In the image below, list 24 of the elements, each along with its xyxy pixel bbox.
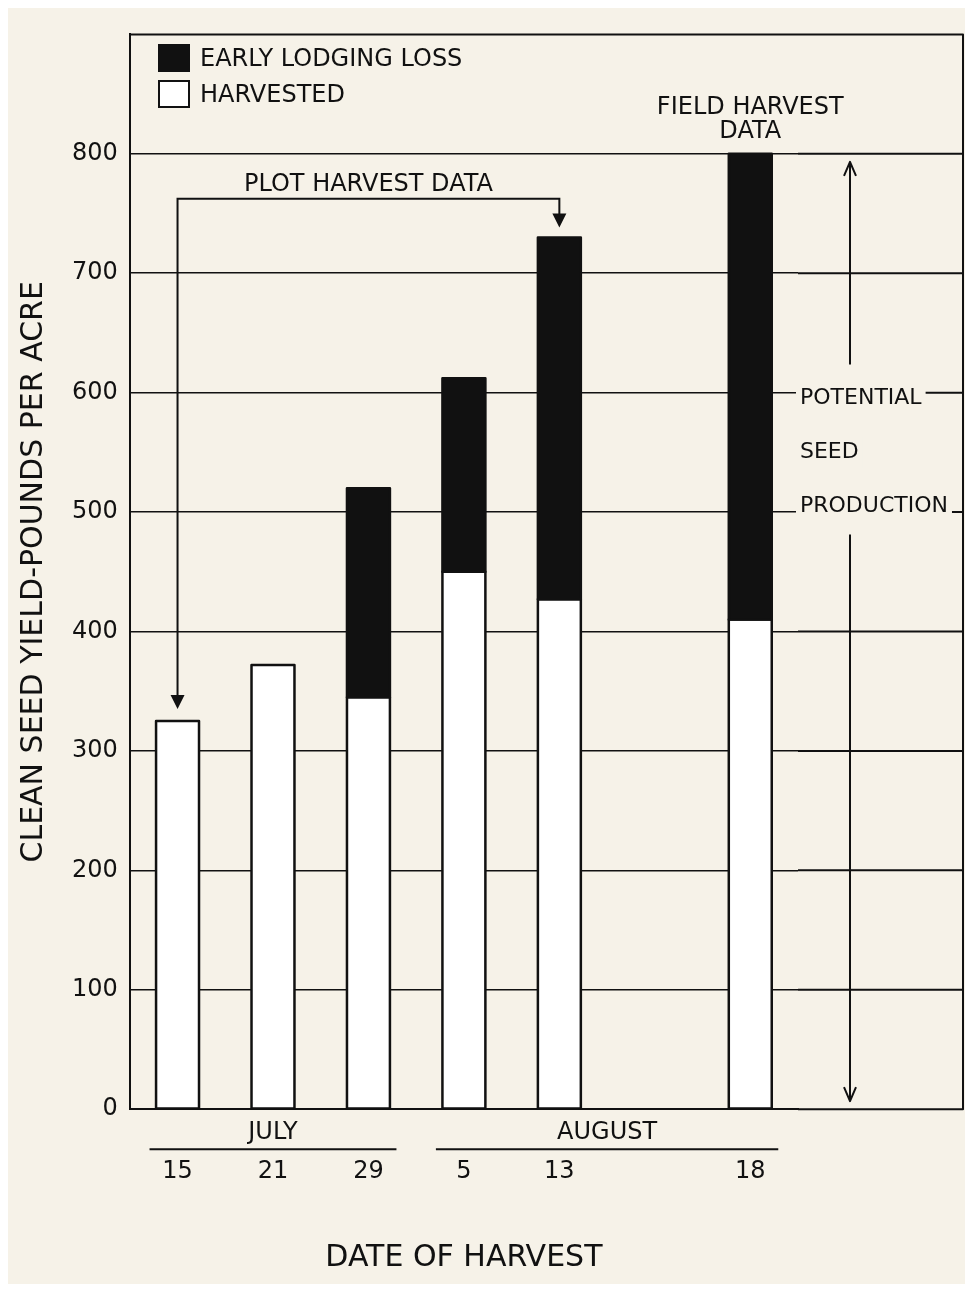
x-tick-label: 5: [456, 1155, 472, 1184]
x-tick-label: 15: [162, 1155, 193, 1184]
x-tick-label: 29: [353, 1155, 384, 1184]
text: POTENTIAL SEED PRODUCTION: [800, 384, 948, 518]
x-axis-title: DATE OF HARVEST: [325, 1237, 604, 1273]
annotation: FIELD HARVEST DATA: [656, 92, 845, 145]
y-tick-label: 400: [72, 615, 118, 644]
y-axis-title: CLEAN SEED YIELD-POUNDS PER ACRE: [13, 281, 49, 863]
text: JULY: [246, 1117, 299, 1146]
y-tick-label: 200: [72, 854, 118, 883]
legend-label: HARVESTED: [200, 80, 345, 108]
annotation: PLOT HARVEST DATA: [243, 169, 494, 198]
y-tick-label: 600: [72, 376, 118, 405]
x-tick-label: 18: [735, 1155, 766, 1184]
x-tick-label: 21: [257, 1155, 289, 1184]
y-tick-label: 100: [72, 974, 118, 1003]
y-tick-label: 800: [72, 138, 118, 167]
y-tick-label: 0: [102, 1093, 118, 1122]
y-tick-label: 700: [72, 257, 118, 286]
text: AUGUST: [557, 1117, 658, 1146]
y-tick-label: 300: [72, 735, 118, 764]
y-tick-label: 500: [72, 496, 118, 525]
x-tick-label: 13: [544, 1155, 575, 1184]
legend-label: EARLY LODGING LOSS: [200, 44, 463, 72]
